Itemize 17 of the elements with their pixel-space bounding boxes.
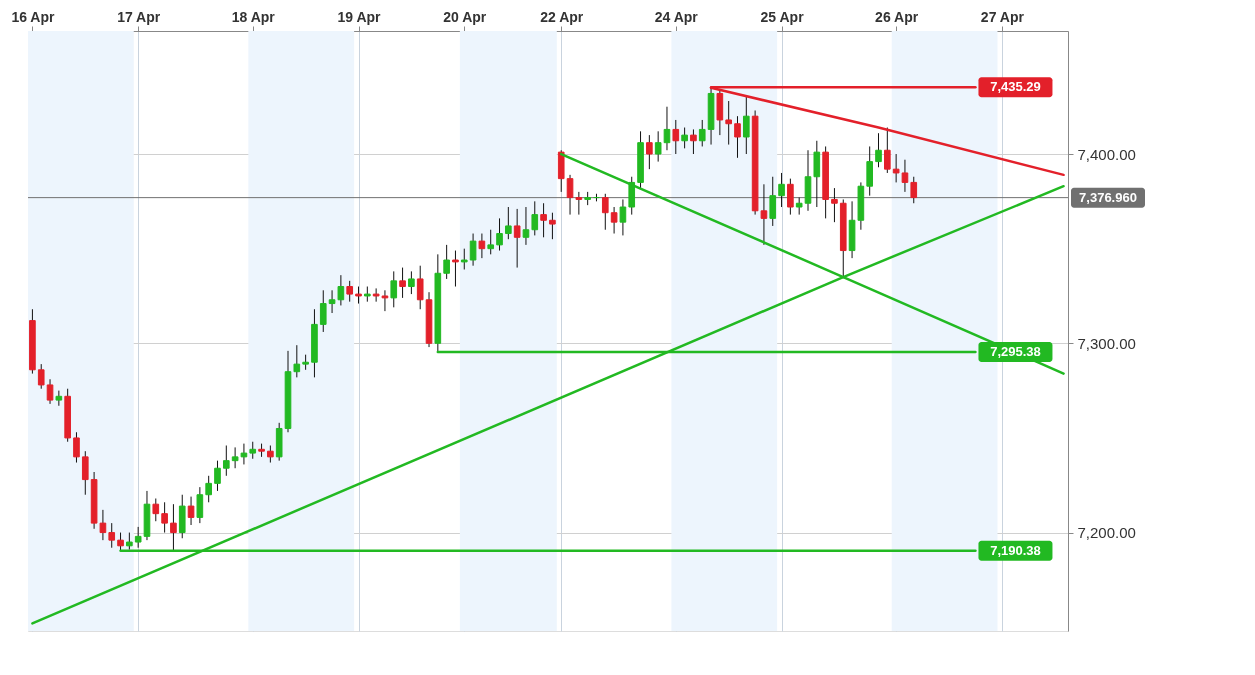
data-label: 7,190.38: [990, 542, 1041, 558]
y-tick-label: 7,400.00: [1077, 145, 1136, 163]
x-tick-label: 18 Apr: [231, 8, 276, 25]
x-tick-label: 17 Apr: [117, 8, 161, 25]
x-tick-label: 19 Apr: [337, 8, 382, 25]
x-tick-label: 27 Apr: [980, 8, 1025, 25]
data-label: 7,435.29: [990, 79, 1041, 95]
data-label: 7,295.38: [990, 344, 1041, 360]
x-tick-label: 25 Apr: [760, 8, 805, 25]
x-tick-label: 22 Apr: [540, 8, 584, 25]
x-tick-label: 16 Apr: [11, 8, 55, 25]
ref-line-label: 7,376.960: [1079, 189, 1137, 205]
y-tick-label: 7,300.00: [1077, 334, 1136, 352]
x-tick-label: 20 Apr: [443, 8, 487, 25]
x-tick-label: 24 Apr: [654, 8, 699, 25]
y-tick-label: 7,200.00: [1077, 524, 1136, 542]
x-tick-label: 26 Apr: [875, 8, 919, 25]
